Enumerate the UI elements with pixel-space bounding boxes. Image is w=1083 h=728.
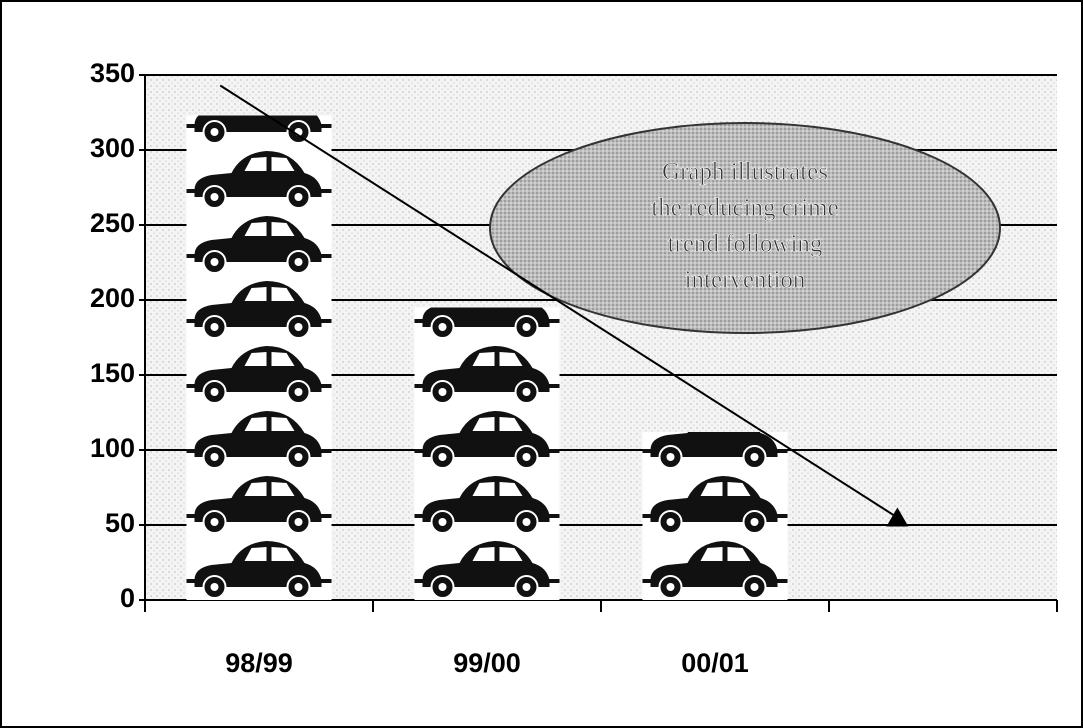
y-tick-label: 100 — [90, 433, 135, 463]
annotation-text: trend following — [668, 231, 823, 258]
chart: 0 50 100 150 200 250 300 350 98/99 99/00 00/01 Grap… — [0, 0, 1083, 728]
x-tick-label: 99/00 — [453, 648, 521, 678]
car-icon — [643, 535, 788, 600]
annotation-text: the reducing crime — [651, 195, 838, 222]
car-icon — [187, 535, 332, 600]
bar — [415, 275, 560, 600]
car-icon — [187, 405, 332, 470]
y-tick-label: 150 — [90, 358, 135, 388]
car-icon — [187, 145, 332, 210]
y-tick-label: 200 — [90, 283, 135, 313]
car-icon — [187, 340, 332, 405]
annotation-bubble — [490, 123, 1000, 333]
car-icon — [187, 470, 332, 535]
y-tick-label: 0 — [120, 583, 135, 613]
car-icon — [643, 470, 788, 535]
x-tick-label: 00/01 — [681, 648, 749, 678]
car-icon — [415, 340, 560, 405]
car-icon — [187, 275, 332, 340]
y-tick-label: 300 — [90, 133, 135, 163]
bar — [187, 80, 332, 600]
x-tick-label: 98/99 — [225, 648, 293, 678]
y-tick-label: 50 — [105, 508, 135, 538]
car-icon — [187, 210, 332, 275]
y-tick-label: 350 — [90, 58, 135, 88]
annotation-text: intervention — [685, 267, 806, 294]
car-icon — [415, 470, 560, 535]
car-icon — [415, 535, 560, 600]
car-icon — [415, 405, 560, 470]
annotation-text: Graph illustrates — [662, 159, 828, 186]
y-tick-label: 250 — [90, 208, 135, 238]
